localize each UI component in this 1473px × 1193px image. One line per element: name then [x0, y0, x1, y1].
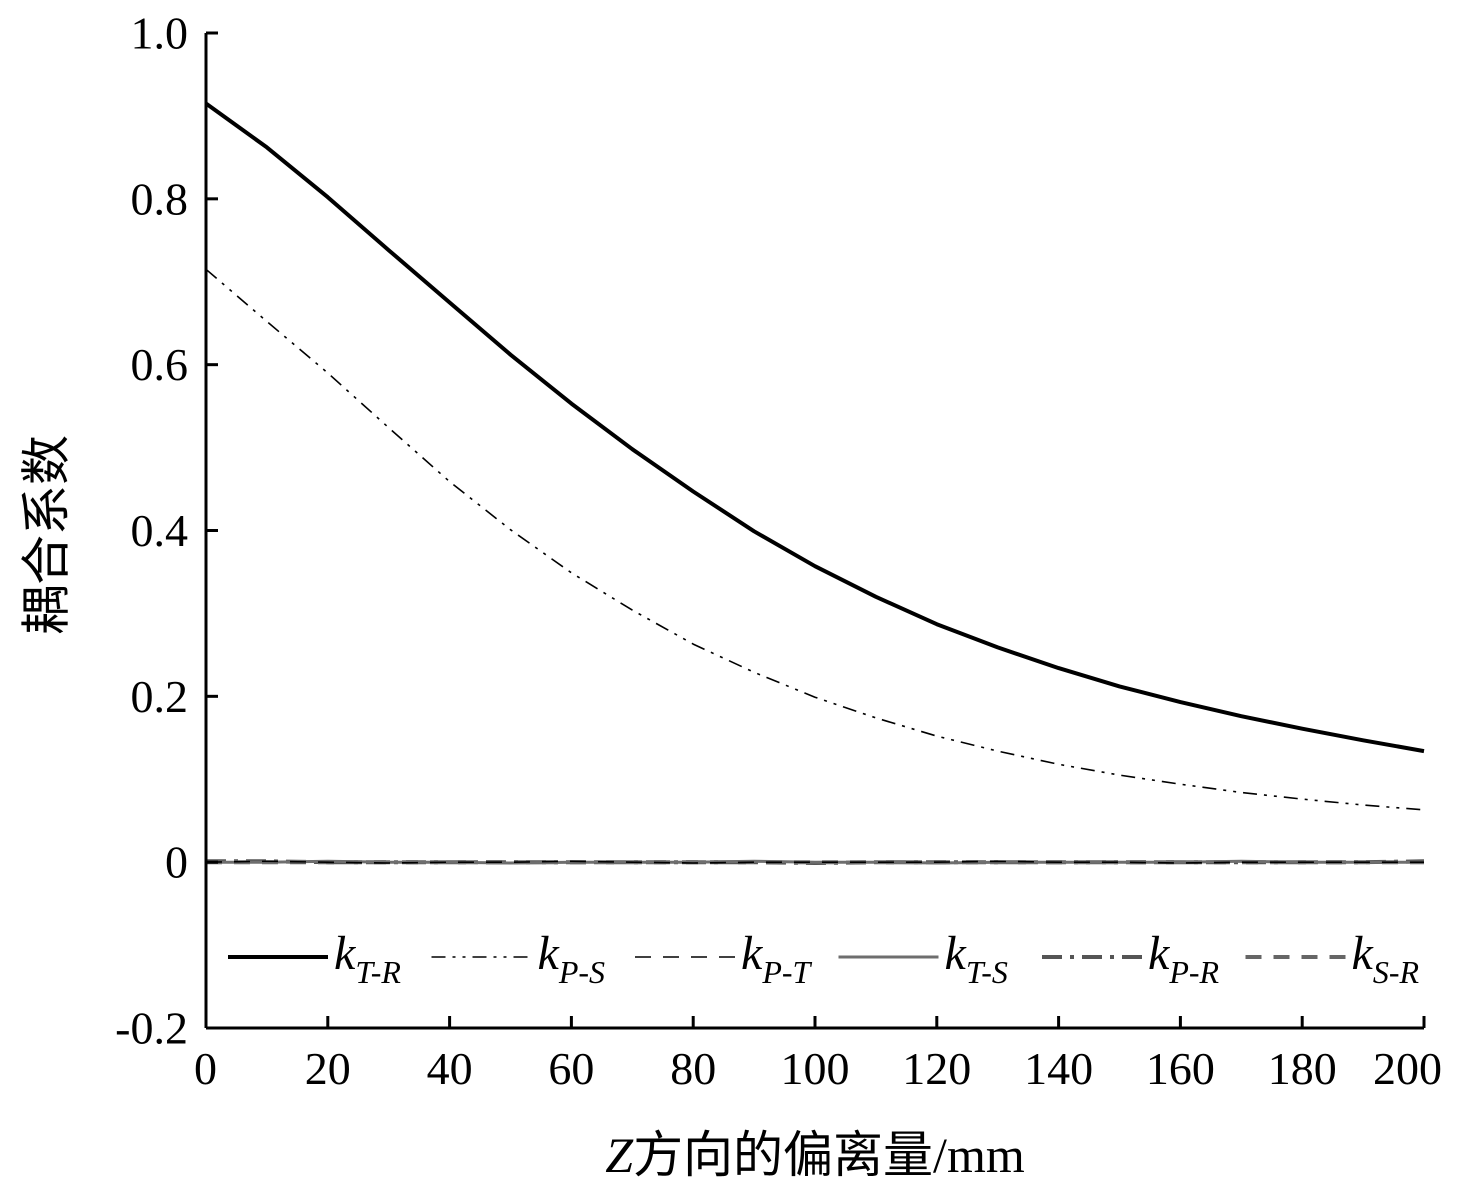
x-tick-label: 200 — [1373, 1043, 1442, 1094]
x-tick-label: 160 — [1146, 1043, 1215, 1094]
x-axis-title: Z方向的偏离量/mm — [605, 1127, 1025, 1183]
x-tick-label: 120 — [902, 1043, 971, 1094]
x-tick-label: 20 — [305, 1043, 351, 1094]
legend-subscript: S-R — [1373, 954, 1420, 990]
legend-subscript: P-S — [558, 954, 605, 990]
y-axis-title: 耦合系数 — [18, 435, 74, 635]
legend-subscript: T-S — [966, 954, 1008, 990]
legend-label-p-t: kP-T — [741, 927, 813, 990]
series-line-p-s — [205, 268, 1425, 811]
y-tick-label: 0.8 — [131, 173, 189, 224]
x-tick-label: 140 — [1024, 1043, 1093, 1094]
legend-label-p-r: kP-R — [1148, 927, 1220, 990]
legend-k-symbol: k — [538, 927, 561, 980]
x-axis-title-rest: 方向的偏离量/mm — [633, 1127, 1025, 1183]
legend-label-t-s: kT-S — [945, 927, 1008, 990]
series-line-t-r — [204, 101, 1425, 754]
x-tick-label: 60 — [548, 1043, 594, 1094]
legend: kT-R kP-S kP-T kT-S kP-R kS-R — [228, 927, 1419, 990]
x-tick-label: 40 — [427, 1043, 473, 1094]
y-tick-label: 1.0 — [131, 8, 189, 59]
legend-label-t-r: kT-R — [334, 927, 401, 990]
y-tick-label: -0.2 — [115, 1003, 188, 1054]
x-tick-label: 80 — [670, 1043, 716, 1094]
y-tick-label: 0 — [165, 837, 188, 888]
tick-labels: -0.200.20.40.60.81.00 20 40 60 80 100 120 140 16… — [115, 8, 1442, 1095]
series-layer — [204, 101, 1425, 865]
y-tick-label: 0.6 — [131, 339, 189, 390]
legend-k-symbol: k — [334, 927, 357, 980]
legend-subscript: T-R — [355, 954, 401, 990]
x-axis-title-italic: Z — [605, 1127, 634, 1183]
legend-label-s-r: kS-R — [1352, 927, 1420, 990]
x-tick-label: 180 — [1268, 1043, 1337, 1094]
x-tick-label: 100 — [781, 1043, 850, 1094]
legend-k-symbol: k — [1148, 927, 1171, 980]
legend-k-symbol: k — [945, 927, 968, 980]
y-tick-label: 0.2 — [131, 671, 189, 722]
x-tick-label: 0 — [194, 1043, 217, 1094]
legend-subscript: P-T — [761, 954, 812, 990]
legend-k-symbol: k — [1352, 927, 1375, 980]
y-tick-label: 0.4 — [131, 505, 189, 556]
legend-subscript: P-R — [1168, 954, 1219, 990]
series-line-p-t — [205, 860, 1424, 864]
legend-k-symbol: k — [741, 927, 764, 980]
axes — [204, 31, 1426, 1030]
legend-label-p-s: kP-S — [538, 927, 606, 990]
